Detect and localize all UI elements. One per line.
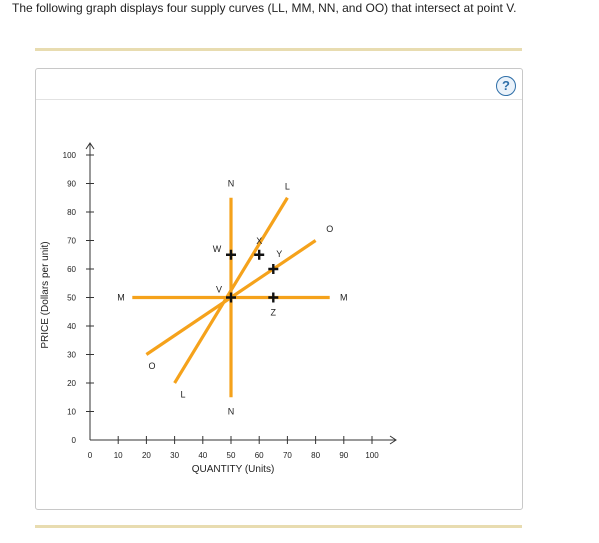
bottom-divider bbox=[35, 525, 522, 528]
question-intro-text: The following graph displays four supply… bbox=[12, 1, 517, 15]
help-button[interactable]: ? bbox=[496, 76, 516, 96]
graph-panel: ? bbox=[35, 68, 523, 510]
top-divider bbox=[35, 48, 522, 51]
panel-header-divider bbox=[36, 99, 522, 100]
